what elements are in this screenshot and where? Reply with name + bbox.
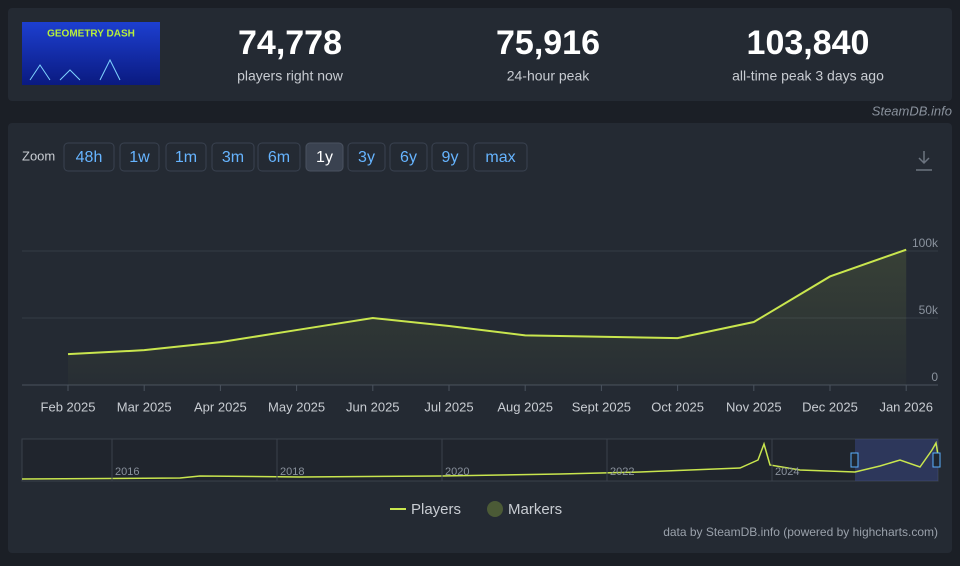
zoom-button-label[interactable]: 9y (442, 149, 459, 166)
zoom-button[interactable] (257, 142, 301, 172)
stat-label: 24-hour peak (507, 68, 591, 84)
zoom-button-label[interactable]: 6y (400, 149, 417, 166)
stat-value: 103,840 (747, 24, 870, 62)
x-tick-label: Jun 2025 (346, 399, 400, 414)
logo-text: GEOMETRY DASH (47, 29, 135, 40)
navigator-handle[interactable] (932, 452, 941, 468)
x-tick-label: Nov 2025 (726, 399, 782, 414)
x-tick-label: Mar 2025 (117, 399, 172, 414)
logo (22, 22, 160, 85)
y-tick-label: 100k (912, 236, 939, 250)
area (68, 249, 907, 385)
stats-panel (8, 8, 952, 101)
zoom-label: Zoom (22, 148, 55, 163)
zoom-button[interactable] (63, 142, 115, 172)
zoom-button-label[interactable]: 3y (358, 149, 375, 166)
footer: data by SteamDB.info (powered by highcha… (663, 525, 938, 539)
zoom-button-label[interactable]: 3m (222, 149, 244, 166)
x-tick-label: Jul 2025 (424, 399, 473, 414)
x-tick-label: May 2025 (268, 399, 325, 414)
legend-symbol (487, 501, 503, 517)
zoom-button[interactable] (119, 142, 160, 172)
zoom-button[interactable] (165, 142, 207, 172)
x-tick-label: Oct 2025 (651, 399, 704, 414)
y-tick-label: 0 (931, 370, 938, 384)
zoom-button-label[interactable]: 6m (268, 149, 290, 166)
zoom-button[interactable] (389, 142, 428, 172)
navigator-label: 2022 (610, 466, 634, 478)
legend-label[interactable]: Markers (508, 501, 562, 518)
legend-label[interactable]: Players (411, 501, 461, 518)
navigator (21, 438, 939, 482)
x-tick-label: Feb 2025 (41, 399, 96, 414)
x-tick-label: Sept 2025 (572, 399, 631, 414)
stat-label: players right now (237, 68, 344, 84)
zoom-button-label[interactable]: 1m (175, 149, 197, 166)
zoom-button-label[interactable]: max (485, 149, 515, 166)
stat-value: 74,778 (238, 24, 342, 62)
line (67, 248, 907, 356)
stat-label: all-time peak 3 days ago (732, 68, 884, 84)
zoom-button[interactable] (431, 142, 469, 172)
zoom-button-label[interactable]: 1y (316, 149, 333, 166)
zoom-button-label[interactable]: 48h (76, 149, 103, 166)
x-tick-label: Jan 2026 (879, 399, 933, 414)
zoom-button[interactable] (473, 142, 528, 172)
navigator-label: 2020 (445, 466, 469, 478)
stat-value: 75,916 (496, 24, 600, 62)
brand: SteamDB.info (872, 103, 952, 118)
y-tick-label: 50k (919, 303, 939, 317)
navigator-line (21, 440, 939, 480)
download-icon[interactable] (916, 151, 932, 171)
navigator-label: 2018 (280, 466, 304, 478)
navigator-label: 2016 (115, 466, 139, 478)
zoom-button-label[interactable]: 1w (129, 149, 150, 166)
navigator-handle[interactable] (850, 452, 859, 468)
x-tick-label: Apr 2025 (194, 399, 247, 414)
logo-art (29, 58, 121, 81)
zoom-button[interactable] (347, 142, 386, 172)
x-tick-label: Dec 2025 (802, 399, 858, 414)
x-tick-label: Aug 2025 (497, 399, 553, 414)
navigator-label: 2024 (775, 466, 799, 478)
zoom-button[interactable] (305, 142, 344, 172)
zoom-button[interactable] (211, 142, 255, 172)
